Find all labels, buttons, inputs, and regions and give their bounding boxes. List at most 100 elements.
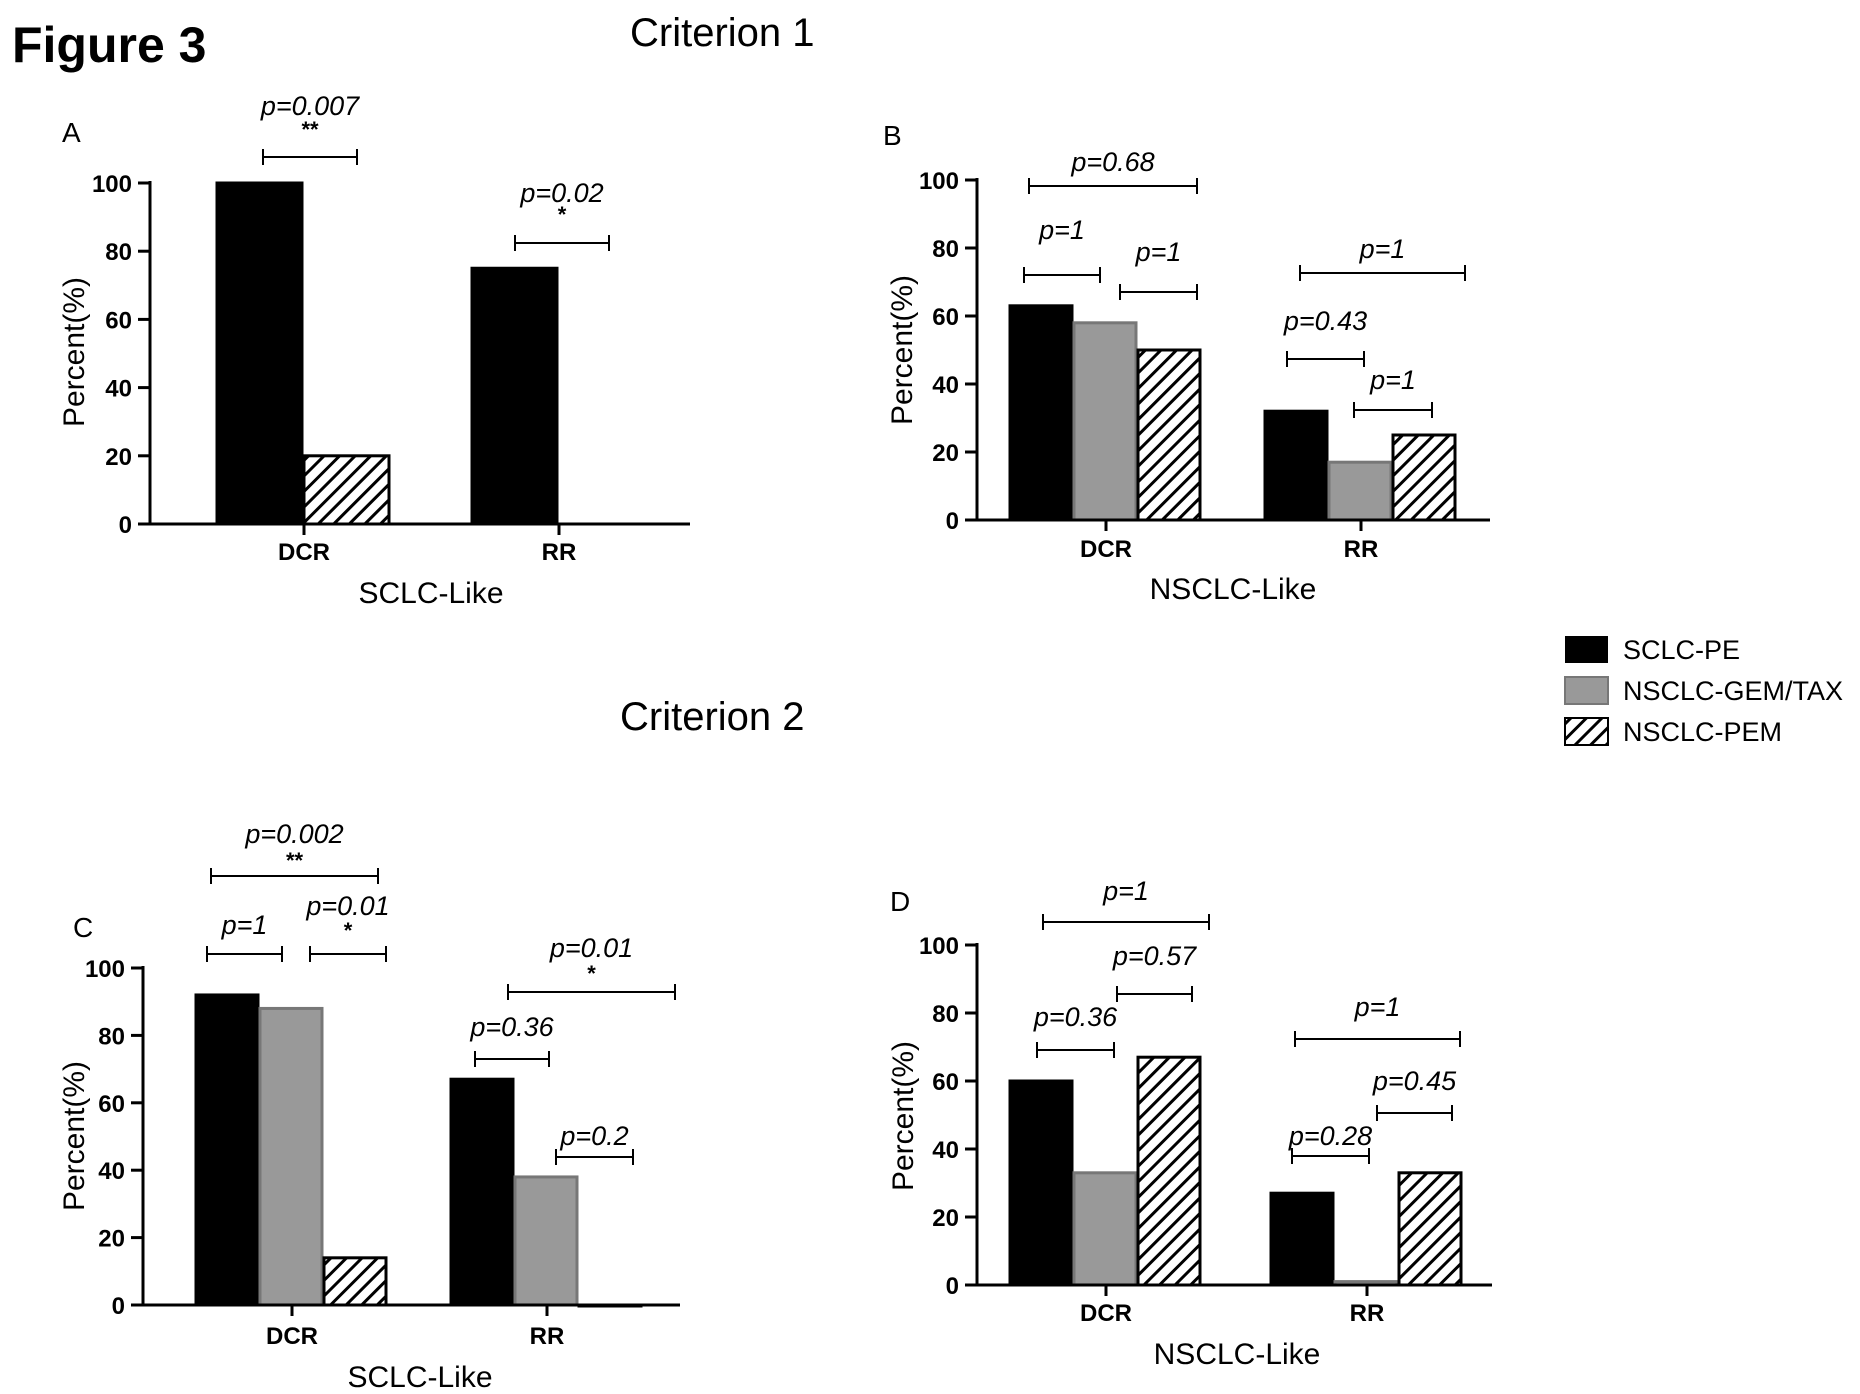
panel-c-p-value-label: p=0.2 <box>559 1121 628 1151</box>
panel-d-sig-bracket: p=0.45 <box>1372 1066 1457 1121</box>
panel-d-sig-bracket: p=0.28 <box>1288 1121 1372 1164</box>
panel-b-sig-bracket: p=1 <box>1119 237 1198 300</box>
legend-swatch-sclc-pe <box>1565 636 1608 663</box>
panel-c-sig-bracket: p=0.2 <box>555 1121 634 1165</box>
panel-label-d: D <box>890 886 910 917</box>
panel-b-ytick-label: 100 <box>919 168 959 195</box>
panel-a-category-label-dcr: DCR <box>278 539 330 566</box>
panel-b-bar-dcr-sclc-pe <box>1008 304 1074 522</box>
legend-label-sclc-pe: SCLC-PE <box>1623 635 1740 665</box>
panel-d-category-label-rr: RR <box>1350 1300 1385 1327</box>
panel-b-bar-dcr-nsclc-gem-tax <box>1072 321 1138 522</box>
panel-d-ytick-label: 40 <box>932 1137 959 1164</box>
panel-b-sig-bracket: p=0.43 <box>1283 306 1367 367</box>
panel-d-bar-dcr-sclc-pe <box>1008 1079 1074 1287</box>
panel-d-p-value-label: p=0.45 <box>1372 1066 1457 1096</box>
panel-d-bar-dcr-nsclc-gem-tax <box>1072 1171 1138 1287</box>
criterion-1-title: Criterion 1 <box>630 11 815 55</box>
panel-c-sig-bracket: p=1 <box>206 910 283 962</box>
panel-a-significance-stars: ** <box>301 117 319 142</box>
panel-d-p-value-label: p=1 <box>1354 992 1401 1022</box>
panel-c-category-label-dcr: DCR <box>266 1323 318 1350</box>
panel-a-category-label-rr: RR <box>542 539 577 566</box>
panel-b-sig-bracket: p=1 <box>1023 215 1101 283</box>
panel-a-bar-dcr-nsclc-pem <box>302 454 391 526</box>
chart-panel-a: 0 20 40 60 80 100 DCR RR SCLC-Like Percent(%) p=0.… <box>58 91 690 610</box>
panel-c-category-label-rr: RR <box>530 1323 565 1350</box>
panel-d-ytick-label: 0 <box>946 1273 959 1300</box>
legend: SCLC-PE NSCLC-GEM/TAX NSCLC-PEM <box>1564 635 1843 747</box>
panel-c-p-value-label: p=1 <box>221 910 268 940</box>
panel-b-bar-rr-sclc-pe <box>1263 409 1329 522</box>
panel-c-ytick-label: 40 <box>98 1158 125 1185</box>
panel-b-ytick-label: 20 <box>932 440 959 467</box>
panel-a-y-axis-label: Percent(%) <box>58 277 91 427</box>
panel-d-p-value-label: p=1 <box>1102 876 1149 906</box>
panel-d-ytick-label: 100 <box>919 933 959 960</box>
panel-b-category-label-rr: RR <box>1344 536 1379 563</box>
panel-c-p-value-label: p=0.01 <box>549 933 633 963</box>
panel-c-p-value-label: p=0.002 <box>244 819 343 849</box>
panel-d-sig-bracket: p=0.36 <box>1033 1002 1118 1058</box>
panel-b-category-label-dcr: DCR <box>1080 536 1132 563</box>
panel-c-p-value-label: p=0.36 <box>469 1012 554 1042</box>
panel-c-sig-bracket: p=0.002** <box>210 819 379 884</box>
panel-c-significance-stars: ** <box>286 848 304 873</box>
panel-c-sig-bracket: p=0.36 <box>469 1012 555 1067</box>
panel-label-b: B <box>883 120 902 151</box>
figure-title: Figure 3 <box>12 17 206 73</box>
panel-b-sig-bracket: p=1 <box>1299 234 1466 281</box>
panel-a-p-value-label: p=0.02 <box>519 178 603 208</box>
panel-b-bar-dcr-nsclc-pem <box>1136 348 1202 522</box>
panel-c-p-value-label: p=0.01 <box>305 891 389 921</box>
panel-d-sig-bracket: p=0.57 <box>1112 941 1197 1002</box>
panel-d-sig-bracket: p=1 <box>1294 992 1461 1047</box>
panel-b-ytick-label: 80 <box>932 236 959 263</box>
panel-a-ytick-label: 60 <box>105 307 132 334</box>
panel-a-bar-dcr-sclc-pe <box>215 181 304 526</box>
panel-a-sig-bracket: p=0.007** <box>260 91 360 165</box>
panel-b-ytick-label: 40 <box>932 372 959 399</box>
panel-c-ytick-label: 100 <box>85 956 125 983</box>
panel-a-ytick-label: 40 <box>105 376 132 403</box>
panel-b-p-value-label: p=0.43 <box>1283 306 1367 336</box>
legend-swatch-nsclc-gem-tax <box>1564 676 1609 705</box>
panel-c-bar-dcr-nsclc-pem <box>322 1256 388 1307</box>
panel-b-bar-rr-nsclc-pem <box>1391 433 1457 522</box>
legend-label-nsclc-pem: NSCLC-PEM <box>1623 717 1782 747</box>
chart-panel-c: 0 20 40 60 80 100 DCR RR SCLC-Like Percent(%) p=0.… <box>58 819 680 1394</box>
panel-a-ytick-label: 0 <box>119 512 132 539</box>
panel-b-bar-rr-nsclc-gem-tax <box>1327 460 1393 522</box>
panel-c-y-axis-label: Percent(%) <box>58 1061 91 1211</box>
panel-d-p-value-label: p=0.36 <box>1033 1002 1118 1032</box>
panel-b-ytick-label: 60 <box>932 304 959 331</box>
panel-d-p-value-label: p=0.57 <box>1112 941 1197 971</box>
panel-d-bar-rr-sclc-pe <box>1269 1191 1335 1287</box>
panel-c-bar-dcr-nsclc-gem-tax <box>258 1006 324 1307</box>
panel-c-ytick-label: 20 <box>98 1226 125 1253</box>
panel-c-ytick-label: 0 <box>112 1293 125 1320</box>
panel-label-c: C <box>73 912 93 943</box>
panel-c-bar-rr-sclc-pe <box>449 1077 515 1307</box>
chart-panel-b: 0 20 40 60 80 100 DCR RR NSCLC-Like Percent(%) p=0… <box>886 147 1490 606</box>
legend-swatch-nsclc-pem <box>1564 717 1609 746</box>
panel-c-x-axis-label: SCLC-Like <box>347 1361 492 1394</box>
panel-b-p-value-label: p=1 <box>1135 237 1182 267</box>
panel-a-bar-rr-sclc-pe <box>470 266 559 526</box>
criterion-2-title: Criterion 2 <box>620 695 805 739</box>
panel-b-p-value-label: p=1 <box>1369 365 1416 395</box>
panel-b-x-axis-label: NSCLC-Like <box>1150 573 1317 606</box>
panel-b-p-value-label: p=0.68 <box>1070 147 1154 177</box>
panel-a-sig-bracket: p=0.02* <box>514 178 610 251</box>
panel-a-ytick-label: 80 <box>105 239 132 266</box>
panel-c-bar-dcr-sclc-pe <box>194 993 260 1307</box>
panel-b-sig-bracket: p=0.68 <box>1028 147 1198 194</box>
panel-d-sig-bracket: p=1 <box>1042 876 1210 930</box>
panel-label-a: A <box>62 117 81 148</box>
panel-a-x-axis-label: SCLC-Like <box>358 577 503 610</box>
panel-a-p-value-label: p=0.007 <box>260 91 360 121</box>
panel-b-sig-bracket: p=1 <box>1353 365 1433 418</box>
panel-a-ytick-label: 20 <box>105 444 132 471</box>
panel-c-ytick-label: 60 <box>98 1091 125 1118</box>
